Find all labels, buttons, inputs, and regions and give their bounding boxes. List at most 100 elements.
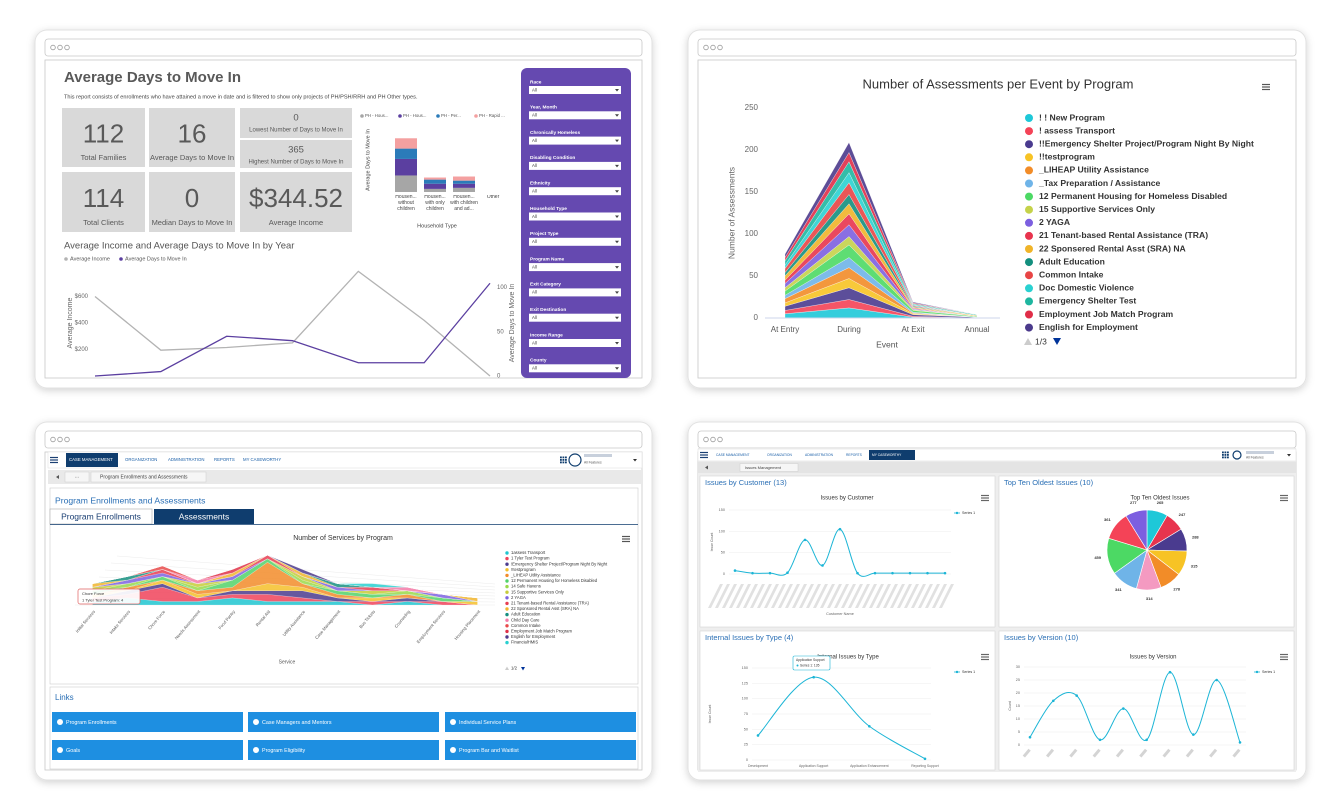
blurred-label: [869, 584, 884, 608]
pager-down[interactable]: [521, 667, 525, 671]
pager-down[interactable]: [1053, 338, 1061, 345]
y-tick-label: 50: [721, 551, 725, 555]
tab[interactable]: [49, 508, 153, 525]
link-button[interactable]: [52, 712, 243, 732]
bar-segment: [453, 176, 475, 181]
link-label[interactable]: Individual Service Plans: [459, 720, 517, 726]
nav-item[interactable]: ADMINISTRATION: [168, 457, 204, 462]
x-tick-label: Other: [486, 195, 500, 200]
apps-icon: [1224, 451, 1227, 454]
window-dot: [64, 44, 70, 51]
filter-select[interactable]: [529, 263, 621, 272]
link-button[interactable]: [248, 740, 439, 760]
x-tick-label: Househ... with children and ad...: [450, 195, 478, 212]
x-tick-label-box: Househ... with children and ad...: [450, 195, 478, 212]
filter-select[interactable]: [529, 86, 621, 94]
back-arrow: [705, 465, 708, 470]
filter-select[interactable]: [529, 187, 621, 196]
nav-item[interactable]: ORGANIZATION: [767, 453, 792, 457]
select-arrow: [615, 190, 619, 193]
tab-label[interactable]: Program Enrollments: [61, 511, 141, 521]
nav-item[interactable]: CASE MANAGEMENT: [69, 457, 113, 462]
x-axis-label: Customer Name: [826, 612, 854, 616]
link-label[interactable]: Goals: [66, 748, 80, 754]
link-button[interactable]: [445, 712, 636, 732]
bar-segment: [395, 158, 417, 176]
legend-label: 14 Safe Havens: [511, 584, 541, 589]
line-point: [821, 564, 824, 567]
nav-item[interactable]: MY CASEWORTHY: [872, 453, 902, 457]
legend-marker: [398, 114, 402, 118]
chart-title: Issues by Version: [1129, 655, 1176, 661]
line-point: [1215, 678, 1218, 682]
link-label[interactable]: Program Bar and Waitlist: [459, 748, 519, 754]
window-dot: [710, 44, 716, 51]
widget-title: Issues by Customer (13): [705, 478, 787, 487]
kpi-value: 365: [288, 145, 304, 156]
data-label: 361: [1104, 517, 1111, 522]
filter-select[interactable]: [529, 364, 621, 373]
blurred-label: [834, 584, 849, 608]
filter-panel: [521, 68, 631, 378]
legend-label: !!Emergency Shelter Project/Program Nigh…: [1039, 138, 1254, 148]
data-label: 341: [1115, 587, 1122, 592]
filter-select[interactable]: [529, 212, 621, 221]
tab-label[interactable]: Assessments: [179, 511, 230, 521]
legend-label: English for Employment: [1039, 322, 1138, 332]
nav-item[interactable]: ORGANIZATION: [125, 457, 157, 462]
y-tick-label: 0: [754, 313, 759, 322]
select-arrow: [615, 139, 619, 143]
link-label[interactable]: Case Managers and Mentors: [262, 720, 332, 726]
area-series: [92, 555, 478, 598]
nav-item[interactable]: REPORTS: [846, 453, 863, 457]
link-icon: [57, 719, 63, 725]
y2-tick-label: 50: [497, 329, 504, 335]
filter-label: Year, Month: [530, 105, 557, 111]
area-series: [784, 142, 978, 315]
filter-select[interactable]: [529, 288, 621, 297]
bar-segment: [424, 183, 446, 189]
blurred-label: [813, 584, 828, 608]
filter-value: All: [532, 315, 537, 320]
kpi-label: Total Families: [81, 153, 127, 162]
filter-select[interactable]: [529, 339, 621, 347]
tooltip-title: Application Support: [796, 658, 825, 662]
kpi-value: $344.52: [249, 183, 343, 213]
filter-select[interactable]: [529, 111, 621, 120]
legend-label: !Emergency Shelter Project/Program Night…: [511, 561, 608, 566]
link-label[interactable]: Program Eligibility: [262, 748, 305, 754]
x-tick-label: Application Support: [799, 764, 828, 768]
filter-value: All: [532, 366, 537, 371]
user-arrow: [633, 459, 637, 462]
blurred-label: [876, 584, 891, 608]
filter-select[interactable]: [529, 136, 621, 145]
nav-item[interactable]: ADMINISTRATION: [805, 453, 834, 457]
legend-marker: [955, 670, 959, 674]
user-name: [584, 454, 612, 457]
y-tick-label: $400: [75, 321, 89, 327]
line-point: [1192, 733, 1195, 736]
select-arrow: [615, 89, 619, 92]
kpi-value: 0: [293, 113, 298, 124]
filter-value: All: [532, 189, 537, 194]
blurred-label: [1115, 748, 1124, 758]
legend-marker: [1025, 258, 1033, 267]
legend-marker: [1025, 127, 1033, 136]
legend-label: 15 Supportive Services Only: [1039, 204, 1155, 214]
legend-marker: [1025, 166, 1033, 175]
link-button[interactable]: [248, 712, 439, 732]
breadcrumb-chip: [64, 471, 90, 483]
link-label[interactable]: Program Enrollments: [66, 720, 117, 726]
link-button[interactable]: [52, 740, 243, 760]
blurred-label: [939, 584, 954, 608]
link-button[interactable]: [445, 740, 636, 760]
filter-select[interactable]: [529, 161, 621, 170]
bar-segment: [424, 188, 446, 192]
filter-select[interactable]: [529, 237, 621, 246]
tab-active[interactable]: [154, 509, 254, 524]
filter-select[interactable]: [529, 313, 621, 322]
y-tick-label: 200: [745, 145, 759, 154]
nav-item[interactable]: MY CASEWORTHY: [243, 457, 281, 462]
nav-item[interactable]: CASE MANAGEMENT: [716, 453, 750, 457]
nav-item[interactable]: REPORTS: [214, 457, 235, 462]
